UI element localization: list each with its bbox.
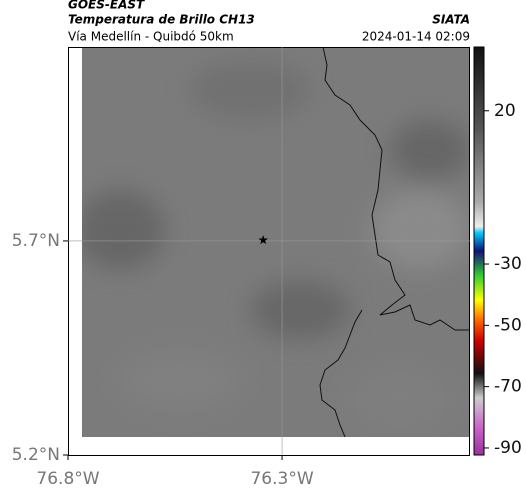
colorbar-tick-label: -70 bbox=[494, 377, 522, 397]
title: GOES-EAST bbox=[68, 0, 145, 12]
source: SIATA bbox=[432, 13, 470, 27]
location-marker bbox=[258, 235, 268, 245]
timestamp: 2024-01-14 02:09 bbox=[362, 30, 470, 44]
subtitle: Temperatura de Brillo CH13 bbox=[68, 13, 255, 27]
colorbar-tick-label: -90 bbox=[494, 438, 522, 458]
x-tick-label: 76.8°W bbox=[36, 469, 99, 489]
colorbar-tick-label: 20 bbox=[494, 101, 516, 121]
satellite-image bbox=[82, 47, 469, 437]
colorbar bbox=[473, 46, 485, 456]
route: Vía Medellín - Quibdó 50km bbox=[68, 30, 234, 44]
map-frame bbox=[68, 47, 470, 456]
y-tick-label: 5.7°N bbox=[12, 231, 60, 251]
colorbar-tick-label: -30 bbox=[494, 254, 522, 274]
x-tick-label: 76.3°W bbox=[250, 469, 313, 489]
y-tick-label: 5.2°N bbox=[12, 445, 60, 465]
colorbar-tick-label: -50 bbox=[494, 315, 522, 335]
